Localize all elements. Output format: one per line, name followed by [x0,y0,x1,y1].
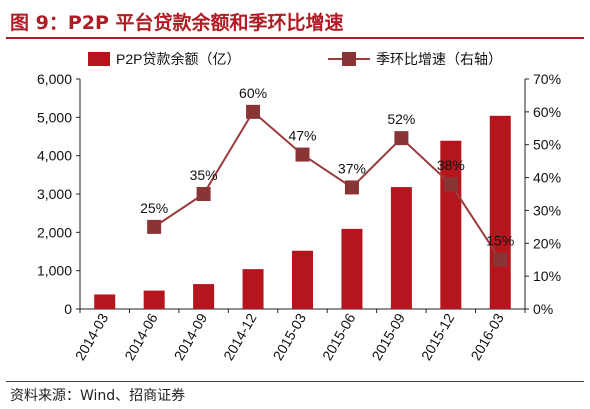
legend-line-label: 季环比增速（右轴） [376,51,502,67]
left-tick-label: 4,000 [37,148,72,164]
left-tick-label: 5,000 [37,109,72,125]
bar [242,269,264,309]
growth-data-label: 25% [140,200,168,216]
source-divider [6,381,584,382]
growth-data-label: 60% [239,85,267,101]
right-tick-label: 20% [533,235,561,251]
growth-marker [443,177,458,192]
right-tick-label: 30% [533,202,561,218]
left-tick-label: 6,000 [37,71,72,87]
x-tick-label: 2015-03 [270,310,310,363]
left-tick-label: 1,000 [37,263,72,279]
right-tick-label: 70% [533,71,561,87]
bar [193,284,215,309]
line-series: 25% 35% 60% 47% 37% 52% 38% 15% [140,85,514,267]
x-tick-label: 2014-12 [220,310,260,363]
figure-title-block: 图 9：P2P 平台贷款余额和季环比增速 [6,4,584,39]
right-tick-label: 40% [533,170,561,186]
growth-data-label: 47% [288,128,316,144]
x-tick-label: 2014-09 [171,310,211,363]
growth-data-label: 35% [190,167,218,183]
bar [489,115,511,309]
title-underline [6,37,584,39]
x-tick-label: 2014-06 [121,310,161,363]
bar [94,294,116,309]
bar [143,290,165,309]
chart-axes: 0 1,000 2,000 3,000 4,000 5,000 6,000 0% 10% 20% 3… [37,71,561,363]
growth-marker [196,187,211,201]
right-tick-label: 60% [533,104,561,120]
growth-marker [394,131,409,146]
bar [292,250,313,309]
x-tick-label: 2015-06 [319,310,359,363]
growth-data-label: 38% [437,157,465,173]
growth-marker [295,147,310,162]
growth-data-label: 15% [486,233,514,249]
figure-title: 图 9：P2P 平台贷款余额和季环比增速 [10,12,344,34]
growth-marker [493,252,508,267]
growth-marker [246,104,261,119]
x-tick-label: 2015-09 [368,310,408,363]
x-tick-label: 2014-03 [72,310,112,363]
growth-data-label: 52% [387,111,415,127]
right-tick-label: 50% [533,137,561,153]
source-note: 资料来源：Wind、招商证券 [10,388,186,404]
legend-bar-swatch [88,52,110,66]
growth-marker [344,180,359,195]
x-tick-label: 2015-12 [418,310,458,363]
legend-bar-label: P2P贷款余额（亿） [116,51,240,67]
x-tick-label: 2016-03 [467,310,507,363]
legend-line-marker [342,52,356,66]
left-tick-label: 3,000 [37,186,72,202]
right-tick-label: 0% [533,301,553,317]
chart-legend: P2P贷款余额（亿） 季环比增速（右轴） [88,51,502,67]
bar [390,187,412,309]
left-tick-label: 0 [64,301,72,317]
right-tick-label: 10% [533,268,561,284]
bar [341,228,363,309]
left-tick-label: 2,000 [37,224,72,240]
growth-data-label: 37% [338,160,366,176]
growth-marker [147,219,162,234]
growth-line [153,110,502,261]
